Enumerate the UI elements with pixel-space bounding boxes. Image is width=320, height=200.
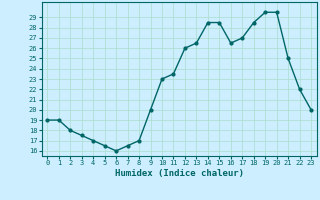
X-axis label: Humidex (Indice chaleur): Humidex (Indice chaleur) [115,169,244,178]
